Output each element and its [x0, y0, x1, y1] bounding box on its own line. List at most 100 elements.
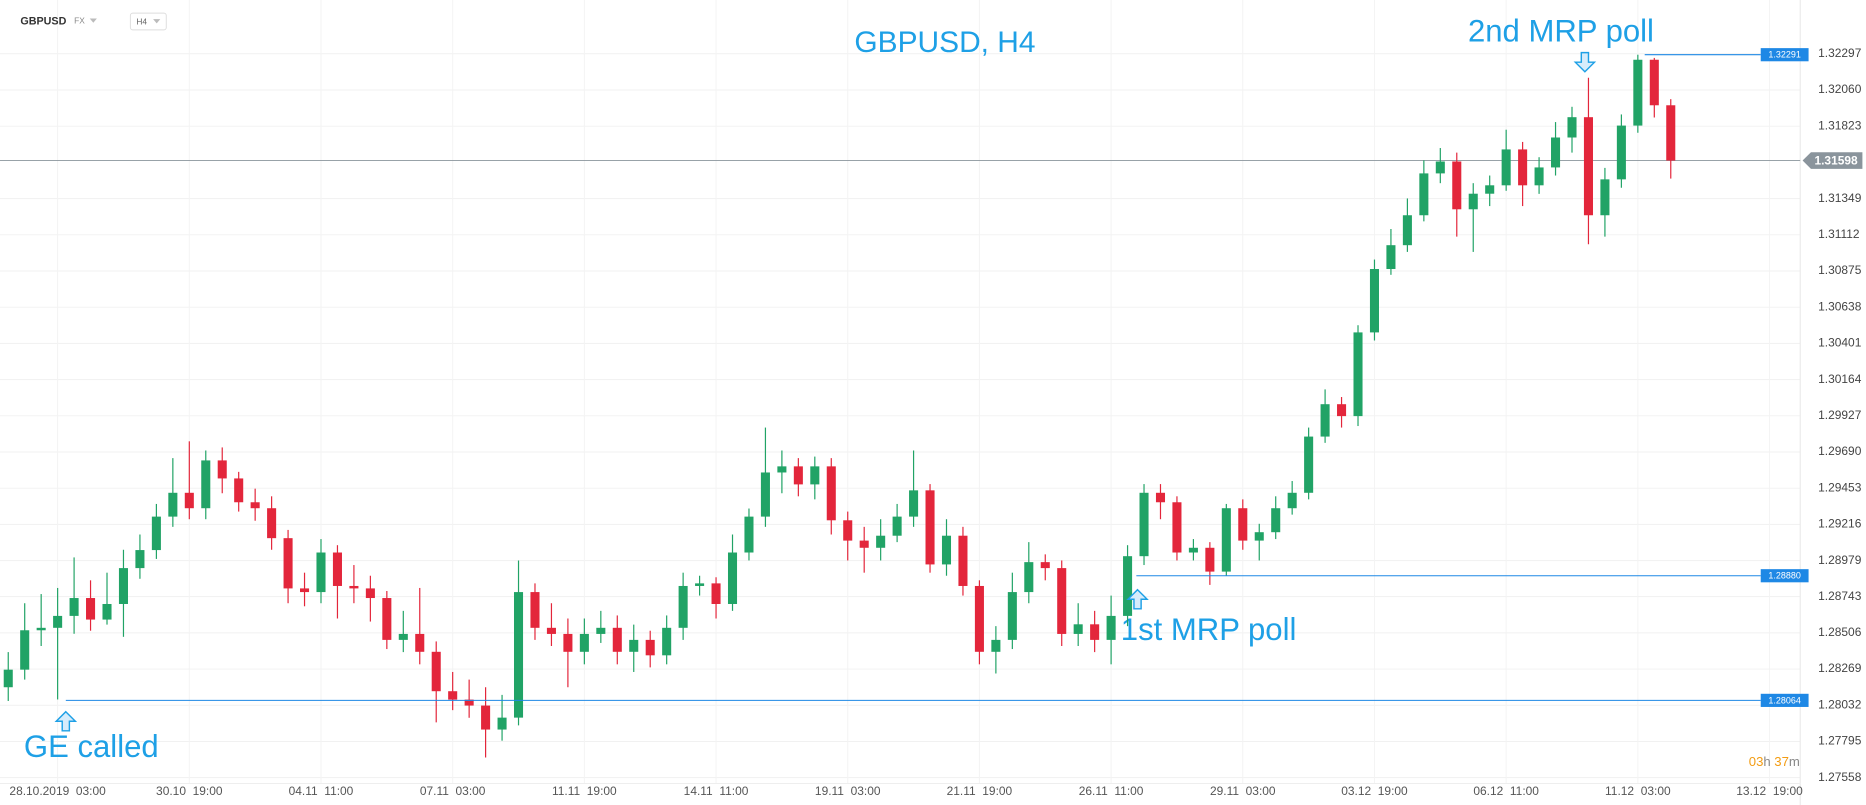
y-tick-label: 1.28743 — [1818, 589, 1862, 603]
interval[interactable]: H4 — [136, 16, 147, 26]
candle-body — [1616, 125, 1626, 180]
candle-body — [283, 538, 293, 589]
y-tick-label: 1.30638 — [1818, 299, 1862, 313]
candle-body — [168, 492, 178, 517]
last-price-label: 1.31598 — [1814, 153, 1858, 167]
x-tick-label: 29.11 03:00 — [1210, 784, 1276, 798]
y-tick-label: 1.30401 — [1818, 336, 1862, 350]
candle-body — [892, 516, 902, 536]
candle-body — [1468, 193, 1478, 210]
level-tag — [1760, 48, 1809, 62]
candle-body — [1139, 492, 1149, 557]
candle-body — [596, 627, 606, 634]
last-price-tag — [1802, 152, 1863, 169]
candle-body — [1304, 436, 1314, 493]
candle-body — [1188, 547, 1198, 553]
candle-body — [563, 633, 573, 652]
candle-body — [662, 627, 672, 656]
x-tick-label: 28.10.2019 03:00 — [9, 784, 106, 798]
countdown-hours: 03 — [1749, 755, 1764, 770]
y-tick-label: 1.27558 — [1818, 770, 1862, 784]
countdown-unit: h — [1763, 755, 1770, 770]
y-tick-label: 1.31823 — [1818, 118, 1862, 132]
candle-body — [69, 598, 79, 616]
candle-body — [1024, 562, 1034, 593]
candle-body — [1452, 161, 1462, 210]
candle-body — [1271, 508, 1281, 533]
candle-body — [36, 627, 46, 631]
candle-body — [365, 588, 375, 599]
x-tick-label: 11.11 19:00 — [552, 784, 617, 798]
level-label: 1.32291 — [1768, 50, 1800, 60]
candle-body — [1534, 167, 1544, 186]
candle-body — [1155, 492, 1166, 503]
candle-body — [711, 583, 721, 604]
x-tick-label: 13.12 19:00 — [1736, 784, 1803, 798]
candle-body — [1221, 508, 1231, 572]
candle-body — [1551, 137, 1561, 168]
candle-body — [579, 633, 589, 652]
candle-body — [481, 705, 491, 730]
annotation: 2nd MRP poll — [1468, 14, 1654, 49]
y-tick-label: 1.28506 — [1818, 625, 1862, 639]
y-tick-label: 1.29216 — [1818, 517, 1862, 531]
candle-body — [629, 639, 639, 652]
candle-body — [1402, 215, 1412, 246]
countdown-unit: m — [1789, 755, 1800, 770]
candle-body — [382, 598, 392, 640]
candle-body — [1320, 404, 1330, 437]
candle-body — [925, 490, 935, 565]
annotation: GE called — [24, 729, 159, 764]
chart-title: GBPUSD, H4 — [854, 26, 1035, 59]
y-tick-label: 1.28979 — [1818, 553, 1862, 567]
candle-body — [1106, 615, 1116, 640]
candle-body — [415, 633, 425, 652]
candle-body — [1567, 117, 1577, 138]
y-tick-label: 1.28032 — [1818, 697, 1862, 711]
dropdown-icon[interactable] — [89, 18, 97, 23]
candle-body — [267, 508, 277, 539]
candle-body — [546, 627, 556, 634]
candle-body — [974, 585, 984, 652]
candle-body — [1205, 547, 1215, 572]
x-tick-label: 26.11 11:00 — [1079, 784, 1144, 798]
interval-button[interactable] — [129, 12, 167, 31]
y-tick-label: 1.32060 — [1818, 82, 1862, 96]
candle-body — [530, 592, 540, 628]
candle-body — [1386, 245, 1396, 270]
y-tick-label: 1.29690 — [1818, 444, 1862, 458]
x-tick-label: 04.11 11:00 — [289, 784, 354, 798]
annotation: 1st MRP poll — [1121, 612, 1297, 647]
y-tick-label: 1.27795 — [1818, 734, 1862, 748]
candle-body — [398, 633, 408, 640]
y-tick-label: 1.29927 — [1818, 408, 1862, 422]
candle-body — [1633, 59, 1643, 126]
x-tick-label: 19.11 03:00 — [815, 784, 881, 798]
market: FX — [74, 16, 85, 26]
candle-body — [1369, 269, 1379, 333]
candle-body — [1287, 492, 1297, 509]
y-tick-label: 1.31112 — [1818, 227, 1860, 241]
candle-body — [1040, 562, 1050, 569]
candle-body — [513, 592, 524, 718]
candle-body — [20, 630, 30, 670]
candle-body — [1123, 556, 1133, 616]
y-tick-label: 1.30164 — [1818, 372, 1862, 386]
candle-body — [810, 466, 820, 485]
dropdown-icon[interactable] — [153, 19, 161, 24]
candle-body — [332, 552, 342, 586]
arrow-icon — [54, 710, 78, 732]
x-tick-label: 30.10 19:00 — [156, 784, 223, 798]
arrow-icon — [1126, 588, 1149, 610]
candle-body — [464, 699, 474, 706]
candle-body — [86, 598, 96, 620]
candle-body — [431, 651, 441, 692]
candle-body — [135, 550, 145, 569]
symbol[interactable]: GBPUSD — [20, 15, 66, 27]
y-tick-label: 1.31349 — [1818, 191, 1862, 205]
candle-body — [760, 472, 770, 517]
candle-body — [727, 552, 738, 604]
candle-body — [349, 585, 359, 589]
candle-body — [859, 540, 869, 548]
